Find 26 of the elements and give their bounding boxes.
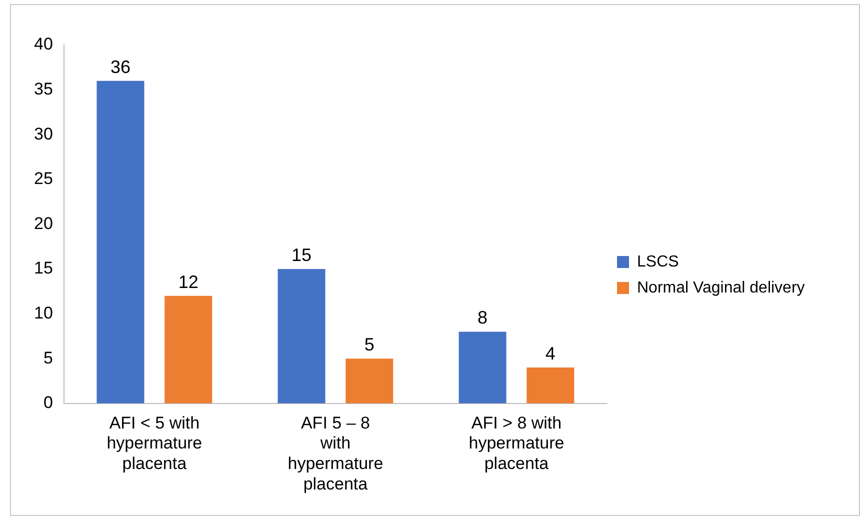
y-tick-label: 0 <box>43 393 53 412</box>
data-label: 8 <box>478 308 488 328</box>
y-tick-label: 10 <box>34 303 53 322</box>
data-label: 4 <box>545 344 556 364</box>
x-tick-label: AFI < 5 with hypermature placenta <box>106 413 202 474</box>
data-label: 5 <box>364 334 374 355</box>
data-label: 36 <box>110 56 130 77</box>
bar <box>164 296 212 404</box>
bar <box>278 269 326 404</box>
data-label: 15 <box>291 244 312 265</box>
x-tick-label: AFI 5 – 8 with hypermature placenta <box>288 413 384 494</box>
bar <box>458 332 506 404</box>
bar <box>346 358 394 404</box>
bar <box>96 80 144 404</box>
y-tick-label: 20 <box>34 214 53 233</box>
bar <box>526 368 574 404</box>
legend-label: Normal Vaginal delivery <box>637 279 805 296</box>
y-tick-label: 40 <box>34 34 53 54</box>
data-label: 12 <box>178 272 198 292</box>
legend-label: LSCS <box>637 253 679 270</box>
y-tick-label: 15 <box>34 258 53 278</box>
y-tick-label: 30 <box>34 124 53 144</box>
y-tick-label: 5 <box>43 348 53 368</box>
y-tick-label: 35 <box>34 79 53 98</box>
x-tick-label: AFI > 8 with hypermature placenta <box>468 413 564 474</box>
y-tick-label: 25 <box>34 169 53 188</box>
